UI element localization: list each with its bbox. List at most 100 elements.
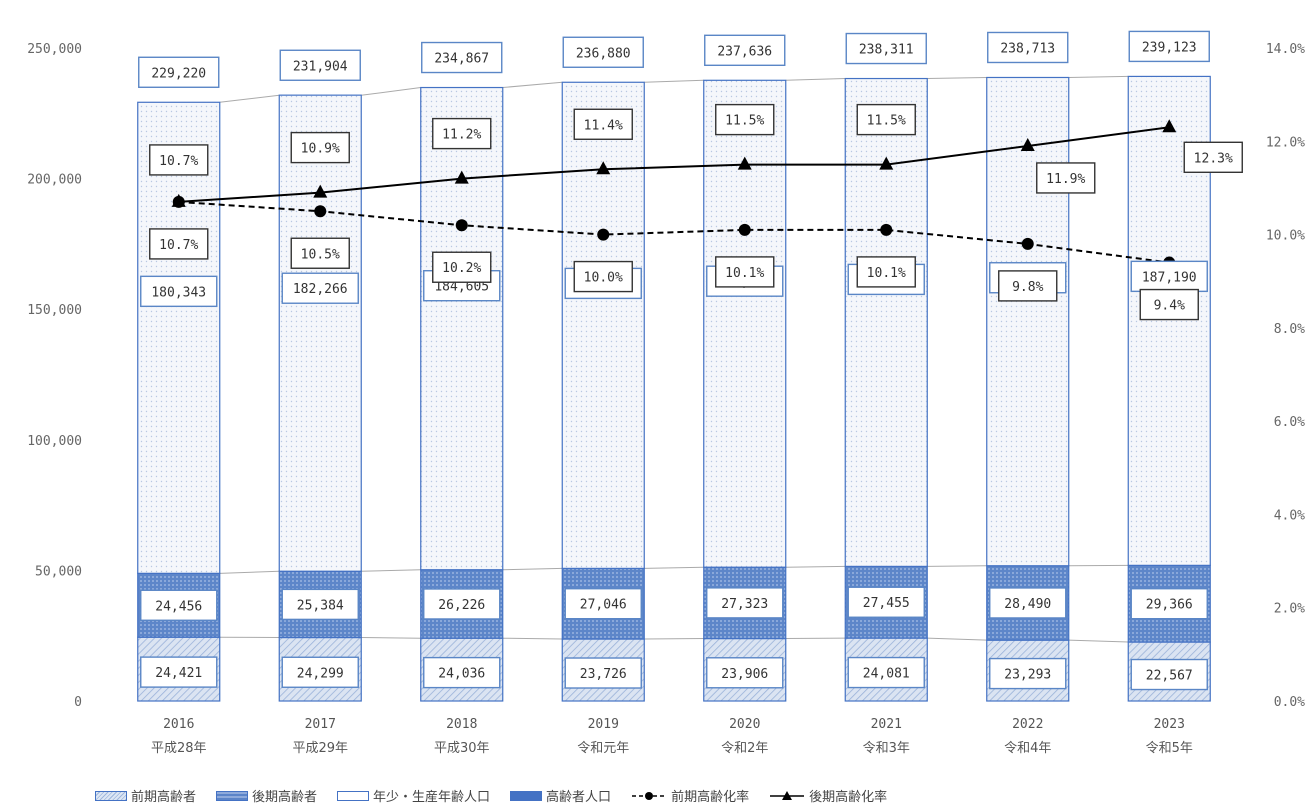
x-tick-label: 2020: [729, 717, 760, 732]
data-label-koki-rate-box: [856, 103, 916, 136]
data-label-koki-rate: 11.5%: [856, 103, 916, 136]
data-label-zenki-rate-box: [856, 256, 916, 288]
data-label-koki-box: [706, 587, 784, 619]
y-right-tick-label: 0.0%: [1274, 695, 1305, 710]
x-tick-sublabel: 平成29年: [292, 741, 348, 756]
data-label-koki-rate-text: 11.9%: [1046, 172, 1085, 187]
data-label-total-text: 229,220: [151, 66, 206, 81]
legend-label: 後期高齢者: [252, 790, 318, 805]
legend-swatch-total: [510, 790, 543, 801]
series-connector: [502, 567, 563, 571]
y-left-tick-label: 150,000: [27, 303, 82, 318]
data-label-zenki-rate-box: [149, 228, 209, 260]
y-right-tick-label: 8.0%: [1274, 322, 1305, 337]
x-tick-label: 2019: [588, 717, 619, 732]
bar-other: [420, 86, 504, 571]
x-tick-sublabel: 平成28年: [151, 741, 207, 756]
data-label-koki: 26,226: [423, 588, 501, 620]
legend-item-zenki: 前期高齢者: [95, 786, 196, 805]
data-label-koki-rate-box: [432, 117, 492, 150]
data-label-koki-text: 27,323: [721, 597, 768, 612]
x-tick-label: 2021: [871, 717, 902, 732]
data-label-koki-rate: 11.5%: [715, 103, 775, 136]
x-tick-sublabel: 令和元年: [577, 741, 629, 756]
data-label-total: 236,880: [562, 36, 644, 68]
y-left-tick-label: 200,000: [27, 173, 82, 188]
series-connector: [1068, 639, 1129, 643]
data-label-total-box: [845, 32, 927, 65]
point-koki-rate: [171, 193, 186, 207]
data-label-koki-text: 27,455: [863, 596, 910, 611]
y-right-tick-label: 14.0%: [1266, 42, 1305, 57]
data-label-total: 239,123: [1128, 30, 1210, 63]
data-label-total-text: 237,636: [717, 44, 772, 59]
data-label-zenki-box: [423, 656, 501, 689]
data-label-total-box: [987, 31, 1069, 64]
data-label-other-box: [281, 272, 359, 304]
point-zenki-rate: [1021, 237, 1034, 250]
point-koki-rate: [879, 156, 894, 170]
series-connector: [502, 637, 563, 640]
data-label-total: 238,713: [987, 31, 1069, 64]
data-label-koki-rate-text: 11.4%: [584, 118, 623, 133]
point-koki-rate: [1162, 119, 1177, 133]
series-connector: [219, 570, 280, 574]
data-label-koki: 27,046: [564, 588, 642, 620]
legend-item-other: 年少・生産年齢人口: [337, 786, 490, 805]
data-label-koki-box: [989, 587, 1067, 619]
x-tick-label: 2022: [1012, 717, 1043, 732]
point-koki-rate: [1020, 137, 1035, 151]
data-label-koki-rate-text: 10.7%: [159, 154, 198, 169]
data-label-zenki: 24,299: [281, 656, 359, 688]
data-label-other-box: [140, 275, 218, 308]
series-connector: [219, 94, 280, 103]
data-label-koki-rate: 10.7%: [149, 144, 209, 176]
line-zenki-rate: [178, 200, 1170, 264]
data-label-koki: 25,384: [281, 588, 359, 621]
data-label-koki-text: 24,456: [155, 599, 202, 614]
data-label-koki-rate: 11.2%: [432, 117, 492, 150]
data-label-koki-rate-box: [1183, 141, 1243, 173]
data-label-other-text: 184,605: [434, 280, 489, 295]
legend-item-koki-rate: 後期高齢化率: [769, 786, 887, 805]
legend-label: 前期高齢者: [131, 790, 197, 805]
legend-swatch-koki: [216, 790, 249, 801]
y-left-tick-label: 250,000: [27, 42, 82, 57]
data-label-total-box: [279, 49, 361, 81]
x-tick-sublabel: 令和2年: [721, 741, 768, 756]
data-label-total-box: [421, 41, 503, 74]
data-label-total: 234,867: [421, 41, 503, 74]
data-label-zenki-rate: 10.1%: [715, 256, 775, 288]
data-label-total: 231,904: [279, 49, 361, 81]
series-connector: [785, 565, 846, 568]
data-label-koki-text: 26,226: [438, 598, 485, 613]
data-label-zenki-rate: 10.0%: [573, 260, 633, 293]
data-label-koki-box: [140, 589, 218, 621]
data-label-zenki-box: [564, 657, 642, 689]
data-label-other: 187,190: [1130, 260, 1208, 293]
series-connector: [361, 87, 421, 96]
data-label-zenki-rate-text: 10.1%: [725, 266, 764, 281]
data-label-zenki-box: [847, 656, 925, 689]
data-label-zenki-text: 23,726: [580, 667, 627, 682]
data-label-koki-text: 27,046: [580, 598, 627, 613]
x-tick-label: 2023: [1154, 717, 1185, 732]
data-label-zenki: 23,726: [564, 657, 642, 689]
data-label-total: 238,311: [845, 32, 927, 65]
y-right-tick-label: 4.0%: [1274, 508, 1305, 523]
data-label-zenki-rate-box: [573, 260, 633, 293]
data-label-zenki: 24,036: [423, 656, 501, 689]
data-label-zenki-text: 24,421: [155, 666, 202, 681]
x-tick-sublabel: 令和5年: [1146, 741, 1193, 756]
data-label-zenki-rate: 10.1%: [856, 256, 916, 288]
data-label-zenki-rate-text: 9.4%: [1154, 299, 1185, 314]
data-label-koki-box: [423, 588, 501, 620]
data-label-other: 182,266: [281, 272, 359, 304]
data-label-zenki-rate-box: [715, 256, 775, 288]
data-label-zenki-box: [140, 656, 218, 688]
data-label-koki-rate-box: [149, 144, 209, 176]
data-label-total-text: 238,713: [1000, 41, 1055, 56]
data-label-total-text: 236,880: [576, 46, 631, 61]
bar-other: [844, 77, 928, 567]
y-right-tick-label: 2.0%: [1274, 602, 1305, 617]
